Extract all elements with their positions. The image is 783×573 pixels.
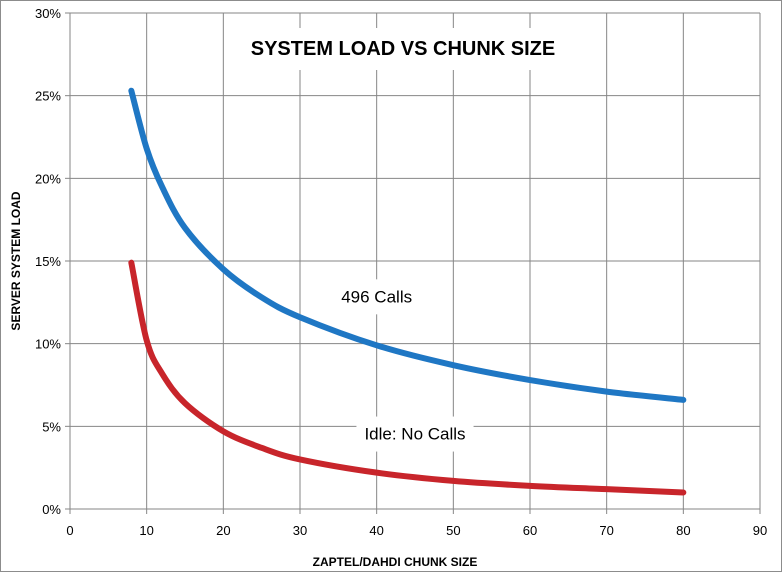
x-tick-label: 80 — [676, 523, 690, 538]
y-tick-label: 30% — [35, 6, 61, 21]
annotation-background — [333, 279, 421, 315]
y-tick-label: 0% — [42, 502, 61, 517]
series — [128, 87, 687, 496]
gridlines — [70, 12, 761, 509]
x-tick-label: 30 — [293, 523, 307, 538]
x-tick-label: 20 — [216, 523, 230, 538]
axes: 0 10 20 30 40 50 60 70 80 90 0% 5% 10% 15% 20% 25% 30% — [35, 6, 767, 538]
y-tick-label: 20% — [35, 171, 61, 186]
chart-title: SYSTEM LOAD VS CHUNK SIZE — [251, 38, 555, 60]
annotation-label: 496 Calls — [341, 287, 412, 306]
y-tick-label: 5% — [42, 419, 61, 434]
x-tick-label: 60 — [523, 523, 537, 538]
x-tick-label: 10 — [139, 523, 153, 538]
y-tick-label: 10% — [35, 337, 61, 352]
x-axis-title: ZAPTEL/DAHDI CHUNK SIZE — [313, 555, 478, 569]
x-tick-label: 50 — [446, 523, 460, 538]
annotation-background — [356, 416, 474, 452]
x-tick-label: 90 — [753, 523, 767, 538]
title-area: SYSTEM LOAD VS CHUNK SIZE — [236, 28, 570, 70]
y-axis-title: SERVER SYSTEM LOAD — [9, 191, 23, 330]
series-line-1 — [128, 259, 687, 496]
series-line-0 — [128, 87, 687, 403]
x-tick-label: 70 — [599, 523, 613, 538]
annotation-label: Idle: No Calls — [364, 425, 465, 444]
y-tick-label: 15% — [35, 254, 61, 269]
x-tick-label: 0 — [66, 523, 73, 538]
y-tick-label: 25% — [35, 89, 61, 104]
chart-title-background — [236, 28, 570, 70]
x-tick-label: 40 — [369, 523, 383, 538]
annotations: 496 Calls Idle: No Calls — [333, 279, 474, 452]
